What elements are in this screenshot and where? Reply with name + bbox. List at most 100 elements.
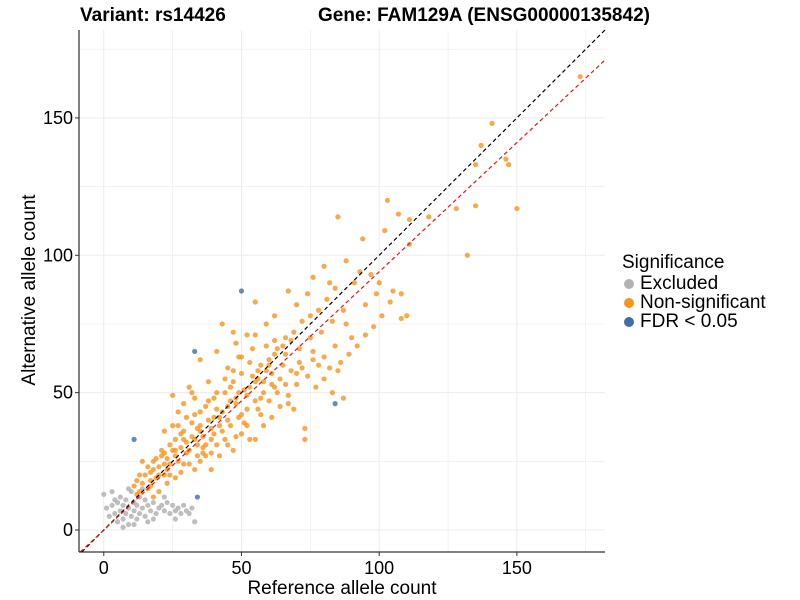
point-non-significant: [343, 258, 349, 264]
point-non-significant: [266, 357, 272, 363]
point-non-significant: [192, 466, 198, 473]
point-excluded: [161, 494, 167, 500]
point-excluded: [123, 497, 129, 503]
point-non-significant: [203, 403, 209, 409]
point-non-significant: [161, 461, 167, 467]
point-non-significant: [208, 436, 214, 442]
point-non-significant: [464, 252, 470, 258]
point-excluded: [145, 502, 151, 508]
point-non-significant: [340, 395, 346, 401]
point-non-significant: [189, 390, 195, 396]
point-non-significant: [136, 472, 143, 478]
point-non-significant: [230, 379, 236, 385]
point-non-significant: [222, 376, 228, 382]
point-non-significant: [321, 354, 327, 360]
point-non-significant: [304, 291, 311, 297]
point-non-significant: [219, 428, 225, 434]
point-excluded: [103, 505, 110, 511]
point-non-significant: [299, 318, 305, 324]
point-non-significant: [329, 318, 335, 324]
point-non-significant: [349, 335, 355, 341]
point-non-significant: [161, 428, 167, 434]
point-non-significant: [131, 483, 137, 489]
point-non-significant: [398, 315, 404, 322]
point-excluded: [164, 499, 170, 506]
point-non-significant: [167, 442, 173, 448]
point-non-significant: [238, 354, 245, 360]
point-excluded: [142, 497, 148, 503]
point-non-significant: [233, 434, 239, 440]
point-non-significant: [299, 365, 305, 371]
point-non-significant: [175, 458, 181, 464]
point-non-significant: [214, 390, 220, 396]
point-excluded: [120, 516, 126, 522]
point-non-significant: [291, 406, 297, 412]
point-non-significant: [258, 395, 264, 401]
point-non-significant: [150, 458, 156, 464]
point-non-significant: [282, 335, 289, 341]
point-fdr-0-05: [238, 288, 245, 294]
point-non-significant: [208, 466, 214, 473]
y-tick-label: 150: [43, 108, 73, 128]
point-non-significant: [577, 74, 583, 80]
point-non-significant: [183, 414, 190, 420]
point-non-significant: [307, 335, 313, 341]
point-non-significant: [514, 205, 520, 212]
point-non-significant: [379, 313, 385, 319]
point-non-significant: [478, 142, 484, 148]
x-tick-label: 0: [99, 558, 109, 578]
point-excluded: [120, 502, 126, 508]
legend: Significance Excluded Non-significant FD…: [622, 252, 766, 331]
point-excluded: [145, 519, 151, 525]
point-non-significant: [335, 214, 341, 220]
point-non-significant: [192, 412, 198, 418]
point-excluded: [159, 502, 165, 508]
legend-dot-non-significant-icon: [624, 297, 634, 308]
point-non-significant: [189, 434, 195, 440]
point-excluded: [175, 505, 181, 511]
point-excluded: [167, 510, 173, 517]
legend-item-fdr: FDR < 0.05: [622, 312, 766, 331]
point-non-significant: [197, 423, 203, 429]
point-non-significant: [263, 368, 269, 374]
point-non-significant: [274, 346, 280, 352]
point-non-significant: [362, 332, 369, 338]
point-non-significant: [164, 466, 170, 473]
point-excluded: [112, 497, 118, 503]
point-non-significant: [178, 469, 184, 475]
point-fdr-0-05: [131, 436, 137, 442]
point-non-significant: [318, 329, 324, 335]
point-non-significant: [285, 288, 291, 294]
point-excluded: [134, 502, 140, 508]
y-axis-title: Alternative allele count: [19, 194, 40, 386]
y-tick-label: 0: [63, 520, 73, 540]
point-non-significant: [302, 436, 308, 442]
point-non-significant: [288, 368, 294, 374]
point-non-significant: [214, 442, 220, 448]
point-non-significant: [225, 365, 231, 371]
point-excluded: [101, 491, 107, 497]
point-non-significant: [181, 401, 187, 407]
point-excluded: [109, 488, 115, 495]
point-excluded: [170, 502, 176, 508]
point-non-significant: [214, 348, 220, 355]
point-non-significant: [233, 340, 239, 346]
point-non-significant: [172, 447, 178, 453]
point-non-significant: [271, 351, 278, 357]
point-excluded: [139, 505, 145, 511]
point-non-significant: [238, 431, 245, 437]
point-non-significant: [216, 453, 223, 459]
point-non-significant: [302, 425, 308, 431]
point-non-significant: [315, 307, 322, 313]
point-non-significant: [266, 398, 272, 404]
point-non-significant: [227, 384, 234, 390]
point-non-significant: [489, 120, 495, 127]
point-non-significant: [161, 450, 167, 456]
point-excluded: [150, 499, 156, 506]
point-non-significant: [194, 442, 201, 448]
point-non-significant: [230, 329, 236, 335]
point-non-significant: [156, 464, 162, 470]
point-non-significant: [181, 436, 187, 442]
point-non-significant: [285, 392, 291, 398]
point-non-significant: [335, 368, 341, 374]
